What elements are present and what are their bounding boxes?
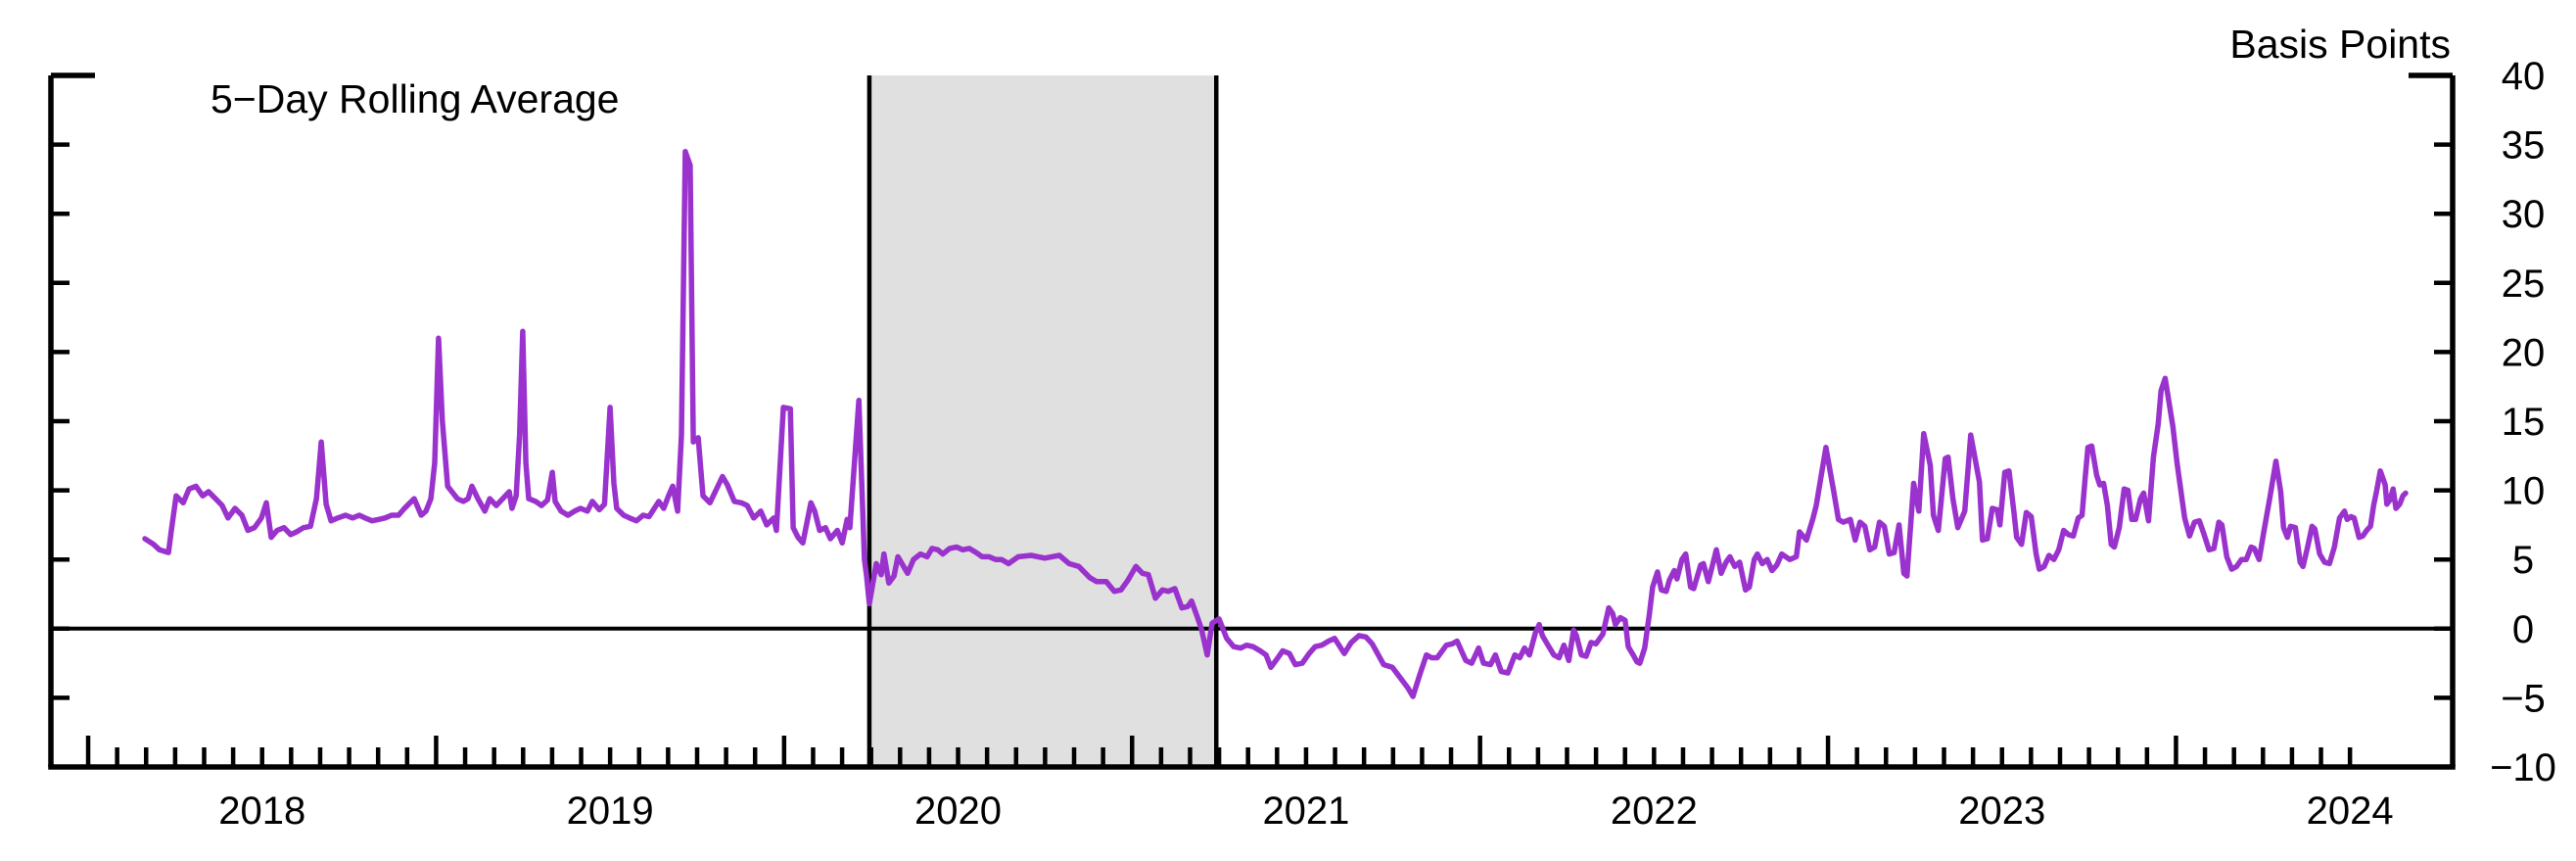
- x-axis-year-label: 2021: [1262, 789, 1349, 833]
- x-axis-year-label: 2018: [218, 789, 305, 833]
- y-axis-tick-label: −10: [2490, 746, 2556, 789]
- x-axis-year-label: 2023: [1958, 789, 2045, 833]
- y-axis-tick-label: −5: [2501, 677, 2546, 720]
- x-axis-year-label: 2020: [914, 789, 1002, 833]
- y-axis-tick-label: 5: [2512, 539, 2534, 582]
- chart-title: 5−Day Rolling Average: [211, 76, 620, 121]
- y-axis-tick-label: 20: [2502, 331, 2546, 374]
- x-axis-year-label: 2022: [1611, 789, 1698, 833]
- y-axis-tick-label: 25: [2502, 263, 2546, 306]
- shaded-region: [868, 75, 1217, 767]
- y-axis-unit-label: Basis Points: [2229, 22, 2451, 67]
- y-axis-tick-label: 0: [2512, 608, 2534, 651]
- series-line: [142, 148, 2409, 699]
- y-axis-tick-label: 40: [2502, 55, 2546, 98]
- y-axis-tick-label: 10: [2502, 470, 2546, 513]
- x-axis-year-label: 2024: [2307, 789, 2394, 833]
- y-axis-tick-label: 30: [2502, 193, 2546, 236]
- y-axis-tick-label: 35: [2502, 124, 2546, 167]
- y-axis-tick-label: 15: [2502, 401, 2546, 444]
- x-axis-year-label: 2019: [567, 789, 654, 833]
